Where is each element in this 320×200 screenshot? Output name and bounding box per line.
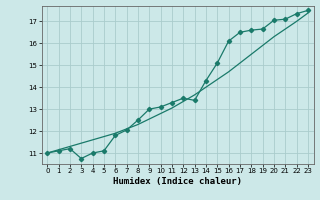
- X-axis label: Humidex (Indice chaleur): Humidex (Indice chaleur): [113, 177, 242, 186]
